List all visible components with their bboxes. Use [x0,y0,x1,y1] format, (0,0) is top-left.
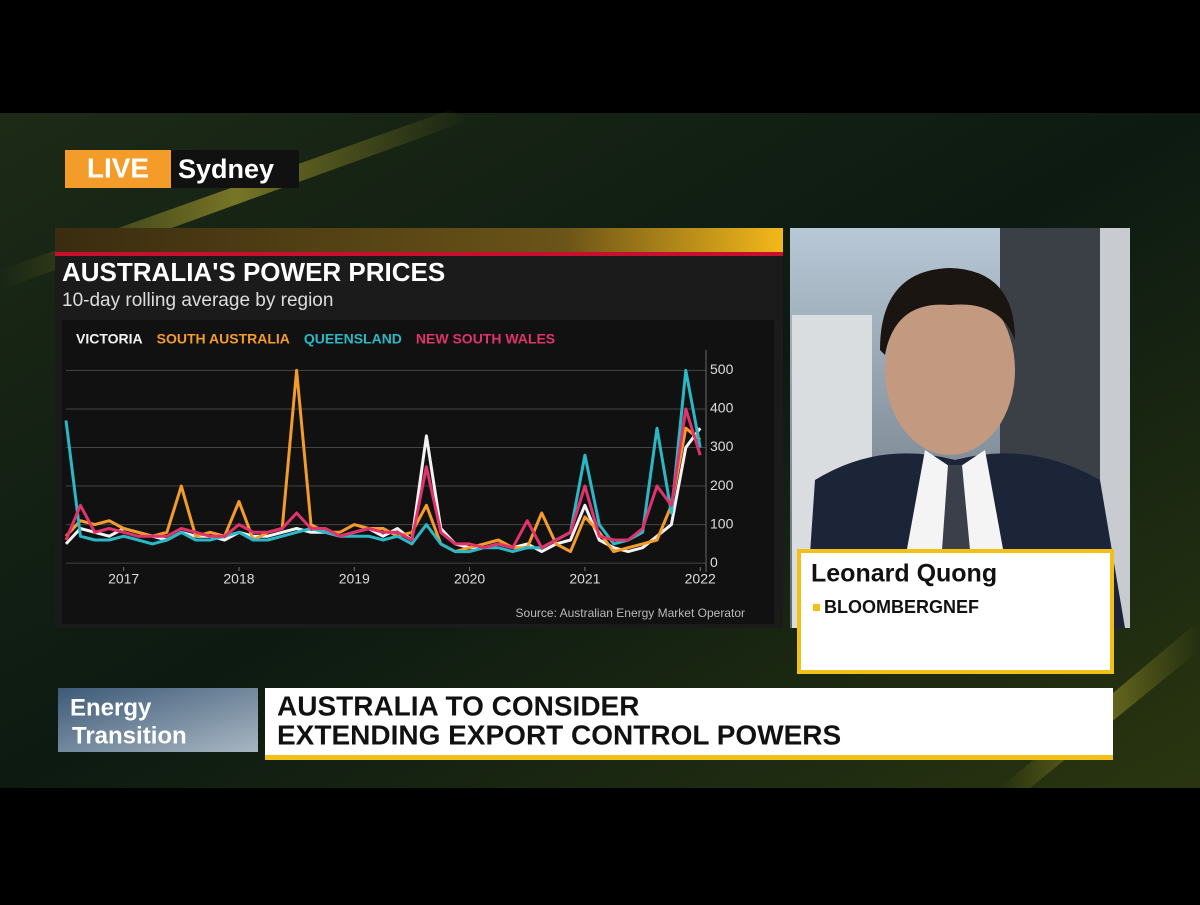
section-text: Transition [72,722,187,749]
live-text: LIVE [87,152,149,183]
live-badge [65,150,171,188]
chart-top-bar [55,228,783,252]
location-text: Sydney [178,154,274,184]
x-tick-label: 2019 [339,571,370,587]
location-box [171,150,299,188]
chart-subtitle: 10-day rolling average by region [62,290,333,311]
series-line [64,368,702,554]
legend-entry: NEW SOUTH WALES [416,331,555,347]
hair [880,268,1015,355]
chart: 0 100 200 300 400 500 2017 2018 2019 2020 2021 2022… [64,331,734,587]
name-box [797,549,1114,674]
y-tick-label: 500 [710,361,734,377]
legend-entry: QUEENSLAND [304,331,402,347]
headline-text: EXTENDING EXPORT CONTROL POWERS [277,719,841,750]
legend-entry: VICTORIA [76,331,143,347]
chart-title: AUSTRALIA'S POWER PRICES [62,257,445,287]
section-box [58,688,258,752]
guest-affiliation: BLOOMBERGNEF [824,597,979,617]
plot-background [62,320,774,624]
face [885,285,1015,455]
x-tick-label: 2020 [454,571,485,587]
y-tick-label: 300 [710,438,734,454]
y-tick-label: 0 [710,554,718,570]
y-tick-label: 100 [710,515,734,531]
x-tick-label: 2018 [223,571,254,587]
bullet [813,604,820,611]
x-tick-label: 2017 [108,571,139,587]
headline-text: AUSTRALIA TO CONSIDER [277,690,639,721]
headline-box [265,688,1113,756]
headline-rule [265,755,1113,760]
series-line [64,368,702,554]
chart-source: Source: Australian Energy Market Operato… [516,606,745,620]
y-tick-label: 200 [710,477,734,493]
x-tick-label: 2022 [685,571,716,587]
x-tick-label: 2021 [569,571,600,587]
series-line [64,407,702,550]
section-text: Energy [70,694,152,721]
legend-entry: SOUTH AUSTRALIA [157,331,290,347]
y-tick-label: 400 [710,400,734,416]
guest-name: Leonard Quong [811,560,997,588]
chart-red-rule [55,252,783,256]
tie [942,465,970,565]
